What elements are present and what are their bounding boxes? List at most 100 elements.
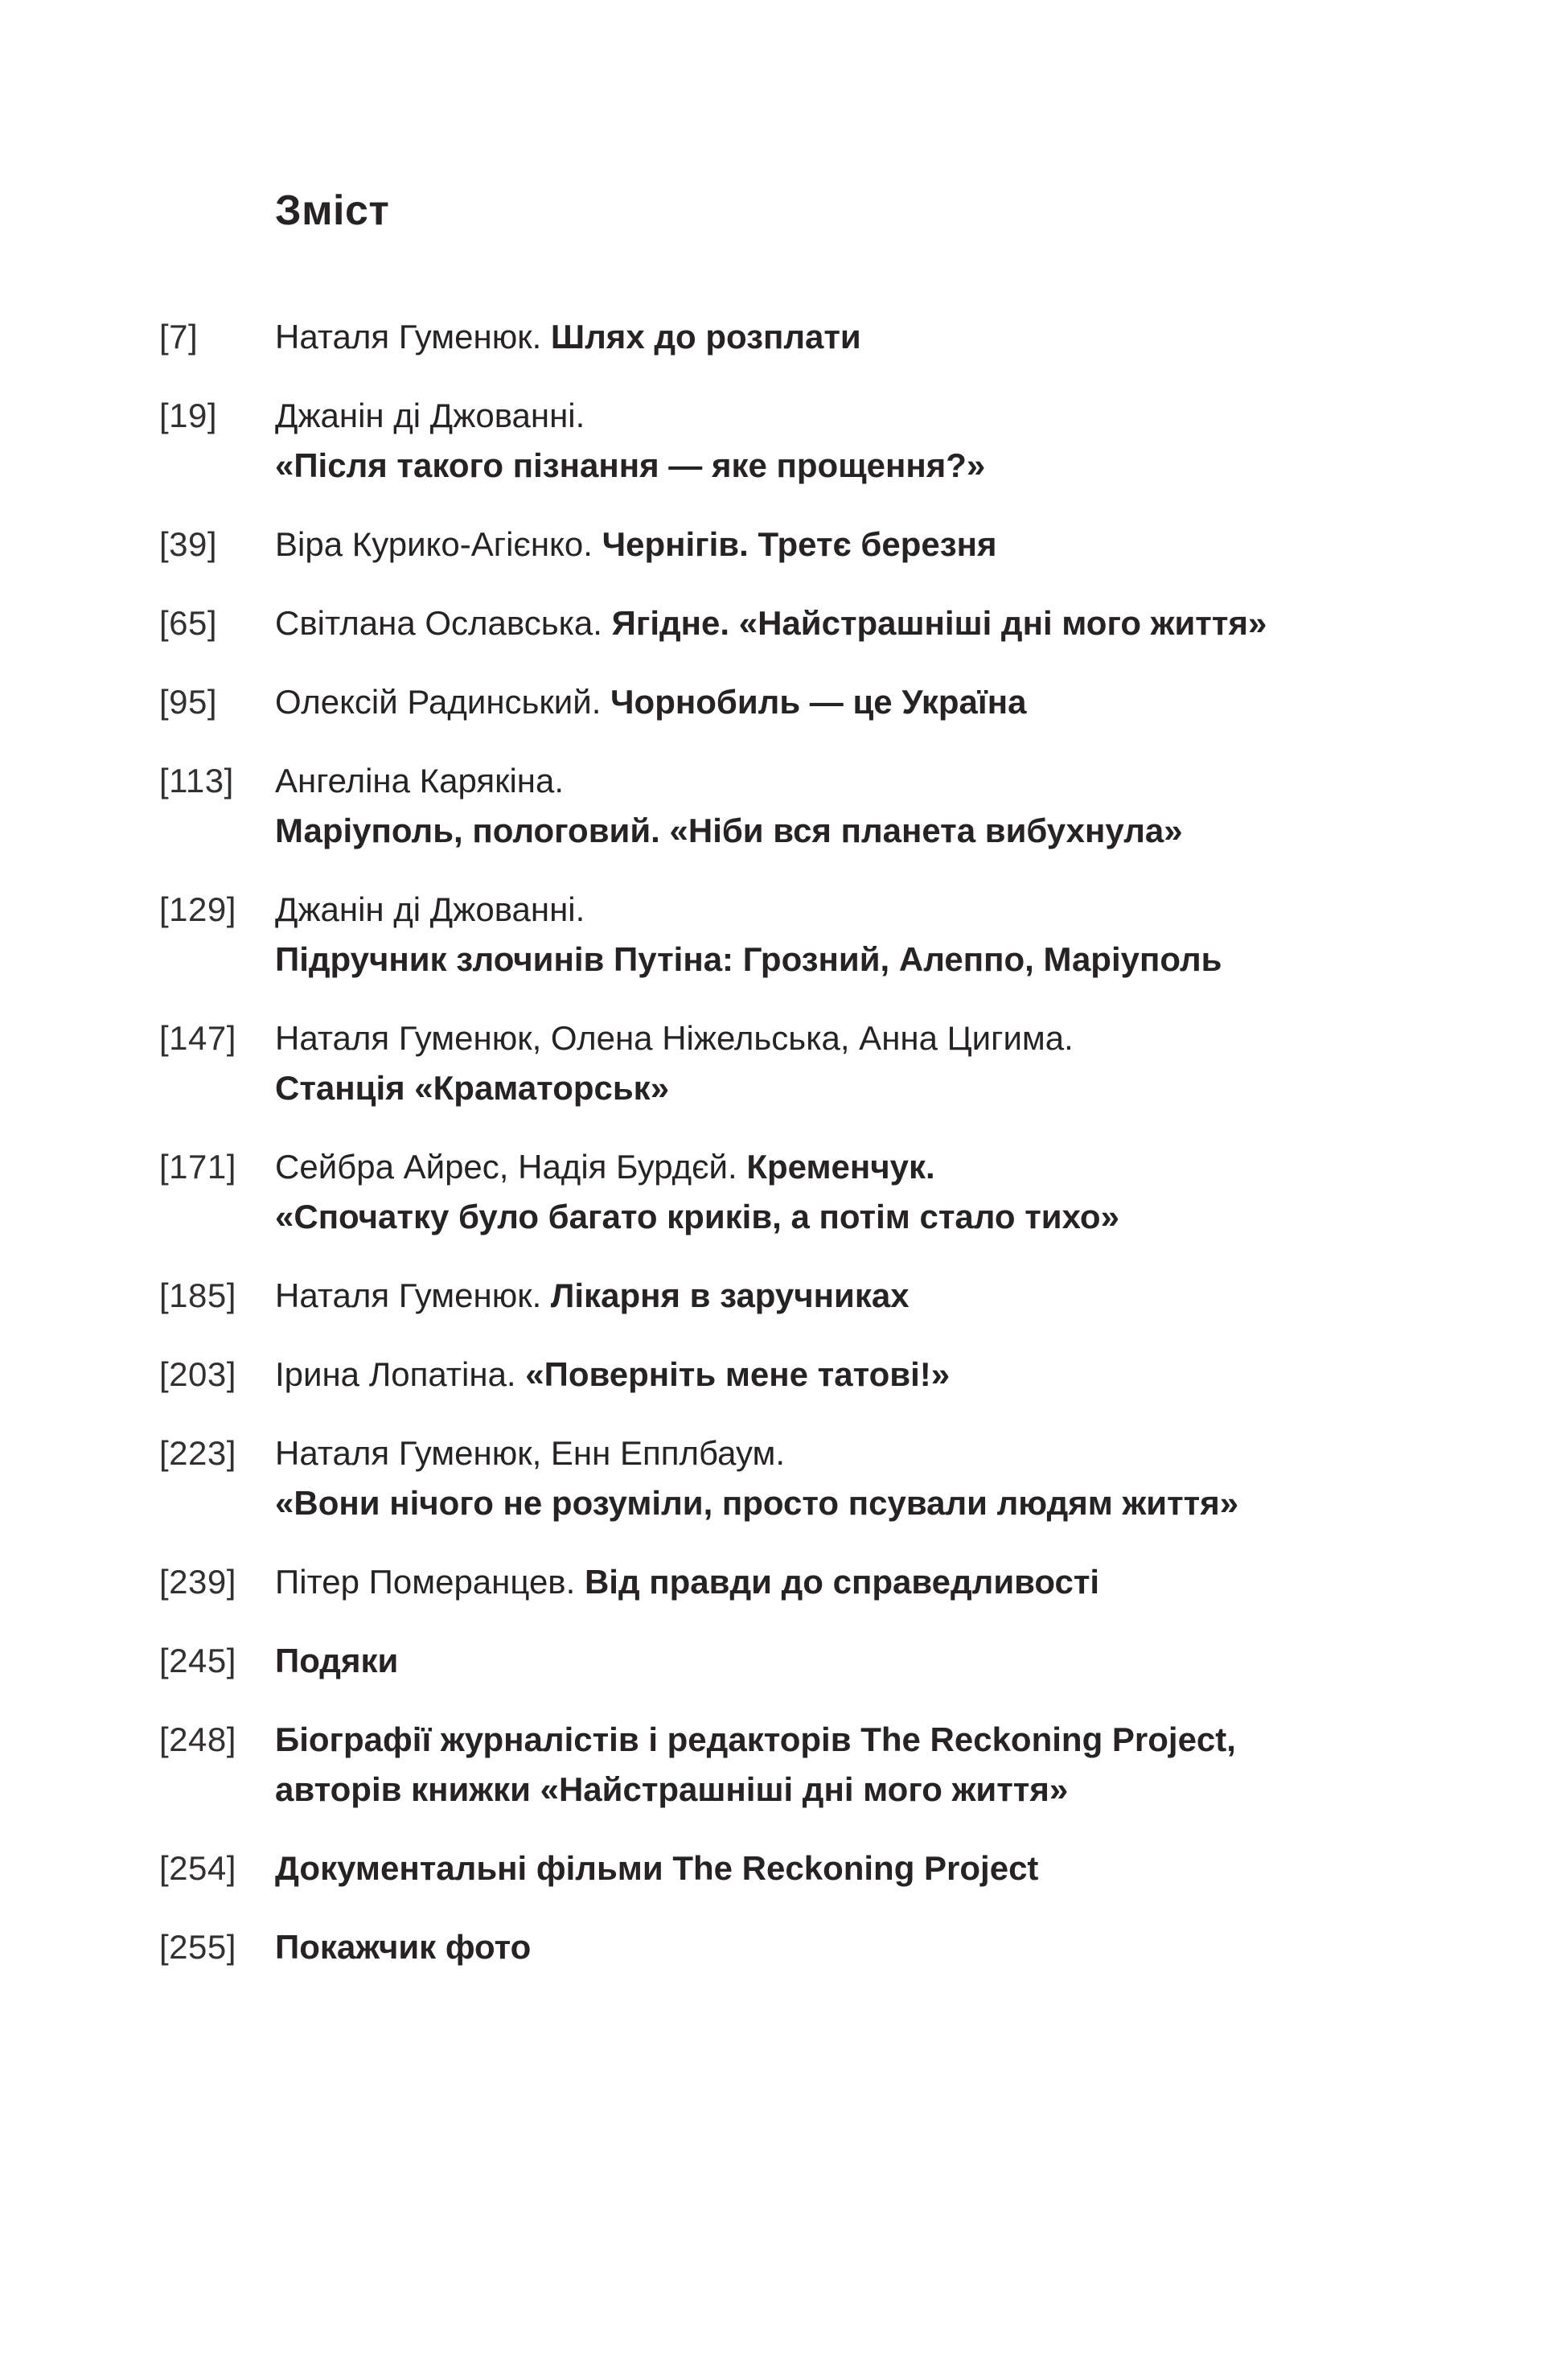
toc-entry-title-segment: Чернігів. Третє березня: [602, 525, 997, 563]
toc-entry-line: Ірина Лопатіна. «Поверніть мене татові!»: [275, 1350, 1417, 1400]
toc-entry-author-segment: Наталя Гуменюк.: [275, 1276, 551, 1314]
toc-entry-text: Ангеліна Карякіна. Маріуполь, пологовий. …: [275, 756, 1417, 856]
toc-entry-author-segment: Наталя Гуменюк, Енн Епплбаум.: [275, 1434, 786, 1472]
toc-entry-author-segment: Олексій Радинський.: [275, 683, 611, 721]
toc-entry-author-segment: Наталя Гуменюк.: [275, 318, 551, 356]
toc-entry: [113] Ангеліна Карякіна. Маріуполь, полог…: [0, 756, 1544, 856]
toc-entry-text: Віра Курико-Агієнко. Чернігів. Третє бер…: [275, 520, 1417, 569]
toc-entry-title-segment: «Вони нічого не розуміли, просто псували…: [275, 1484, 1239, 1522]
toc-entry-line: Маріуполь, пологовий. «Ніби вся планета …: [275, 806, 1417, 856]
toc-entry-page-number: [254]: [159, 1849, 236, 1887]
toc-entry: [129] Джанін ді Джованні. Підручник злочи…: [0, 885, 1544, 984]
toc-entry-page-number: [129]: [159, 890, 236, 928]
toc-entry-author-segment: Ірина Лопатіна.: [275, 1355, 526, 1393]
toc-entry-line: Станція «Краматорськ»: [275, 1063, 1417, 1113]
toc-entry-text: Світлана Ославська. Ягідне. «Найстрашніш…: [275, 598, 1417, 648]
toc-entry: [147] Наталя Гуменюк, Олена Ніжельська, …: [0, 1013, 1544, 1113]
toc-entry-line: Подяки: [275, 1636, 1417, 1686]
toc-entry-page-number: [185]: [159, 1276, 236, 1314]
toc-entry-page-number: [95]: [159, 683, 218, 721]
toc-entry-author-segment: Пітер Померанцев.: [275, 1563, 585, 1601]
toc-entry-page-number: [245]: [159, 1642, 236, 1679]
toc-entry-line: Документальні фільми The Reckoning Proje…: [275, 1844, 1417, 1893]
toc-entry-line: авторів книжки «Найстрашніші дні мого жи…: [275, 1765, 1417, 1815]
toc-entry-title-segment: авторів книжки «Найстрашніші дні мого жи…: [275, 1770, 1069, 1808]
toc-entry-text: Джанін ді Джованні. Підручник злочинів Пу…: [275, 885, 1417, 984]
toc-entry-author-segment: Наталя Гуменюк, Олена Ніжельська, Анна Ц…: [275, 1019, 1074, 1057]
toc-entry-page-number: [19]: [159, 397, 218, 434]
toc-list: [7] Наталя Гуменюк. Шлях до розплати [19…: [0, 312, 1544, 1972]
toc-entry: [203] Ірина Лопатіна. «Поверніть мене та…: [0, 1350, 1544, 1400]
toc-entry-page-number: [203]: [159, 1355, 236, 1393]
toc-entry-title-segment: Від правди до справедливості: [584, 1563, 1100, 1601]
toc-entry-line: Ангеліна Карякіна.: [275, 756, 1417, 806]
toc-entry-text: Джанін ді Джованні. «Після такого пізнанн…: [275, 391, 1417, 491]
toc-entry-text: Олексій Радинський. Чорнобиль — це Украї…: [275, 677, 1417, 727]
toc-entry-title-segment: Шлях до розплати: [550, 318, 861, 356]
toc-entry: [171] Сейбра Айрес, Надія Бурдєй. Кремен…: [0, 1142, 1544, 1242]
toc-entry-text: Біографії журналістів і редакторів The R…: [275, 1715, 1417, 1815]
toc-entry-title-segment: «Поверніть мене татові!»: [525, 1355, 951, 1393]
page-title: Зміст: [275, 187, 390, 234]
toc-entry-author-segment: Джанін ді Джованні.: [275, 890, 585, 928]
toc-entry-text: Сейбра Айрес, Надія Бурдєй. Кременчук. «С…: [275, 1142, 1417, 1242]
toc-entry-text: Наталя Гуменюк, Енн Епплбаум. «Вони нічог…: [275, 1428, 1417, 1528]
toc-entry-line: «Вони нічого не розуміли, просто псували…: [275, 1478, 1417, 1528]
toc-entry: [255] Покажчик фото: [0, 1922, 1544, 1972]
toc-entry: [245] Подяки: [0, 1636, 1544, 1686]
toc-entry-title-segment: Ягідне. «Найстрашніші дні мого життя»: [611, 604, 1267, 642]
toc-entry-title-segment: Біографії журналістів і редакторів The R…: [275, 1720, 1236, 1758]
toc-entry-line: Віра Курико-Агієнко. Чернігів. Третє бер…: [275, 520, 1417, 569]
toc-entry: [39] Віра Курико-Агієнко. Чернігів. Трет…: [0, 520, 1544, 569]
toc-entry: [185] Наталя Гуменюк. Лікарня в заручник…: [0, 1271, 1544, 1321]
toc-entry-line: «Після такого пізнання — яке прощення?»: [275, 441, 1417, 491]
toc-entry-title-segment: Підручник злочинів Путіна: Грозний, Алеп…: [275, 940, 1222, 978]
toc-entry-title-segment: Станція «Краматорськ»: [275, 1069, 670, 1107]
toc-entry: [254] Документальні фільми The Reckoning…: [0, 1844, 1544, 1893]
toc-entry-page-number: [171]: [159, 1148, 236, 1186]
toc-entry-page-number: [7]: [159, 318, 199, 356]
toc-entry-title-segment: Кременчук.: [746, 1148, 935, 1186]
toc-entry-line: Покажчик фото: [275, 1922, 1417, 1972]
toc-entry: [239] Пітер Померанцев. Від правди до сп…: [0, 1557, 1544, 1607]
toc-entry-text: Подяки: [275, 1636, 1417, 1686]
toc-entry-line: Наталя Гуменюк, Олена Ніжельська, Анна Ц…: [275, 1013, 1417, 1063]
toc-entry: [248] Біографії журналістів і редакторів…: [0, 1715, 1544, 1815]
toc-entry-page-number: [113]: [159, 762, 234, 799]
toc-entry-text: Документальні фільми The Reckoning Proje…: [275, 1844, 1417, 1893]
toc-entry-line: Джанін ді Джованні.: [275, 885, 1417, 935]
toc-entry-title-segment: Маріуполь, пологовий. «Ніби вся планета …: [275, 812, 1183, 849]
toc-entry-line: Наталя Гуменюк. Лікарня в заручниках: [275, 1271, 1417, 1321]
toc-entry-title-segment: «Спочатку було багато криків, а потім ст…: [275, 1198, 1119, 1235]
toc-entry-page-number: [223]: [159, 1434, 236, 1472]
toc-entry-line: Наталя Гуменюк, Енн Епплбаум.: [275, 1428, 1417, 1478]
toc-entry-line: «Спочатку було багато криків, а потім ст…: [275, 1192, 1417, 1242]
toc-entry-page-number: [248]: [159, 1720, 236, 1758]
toc-entry-page-number: [39]: [159, 525, 218, 563]
toc-entry-text: Наталя Гуменюк. Шлях до розплати: [275, 312, 1417, 362]
toc-entry-title-segment: Чорнобиль — це Україна: [610, 683, 1027, 721]
toc-entry-page-number: [255]: [159, 1928, 236, 1966]
toc-entry: [19] Джанін ді Джованні. «Після такого пі…: [0, 391, 1544, 491]
toc-entry-title-segment: Лікарня в заручниках: [550, 1276, 910, 1314]
toc-entry-line: Біографії журналістів і редакторів The R…: [275, 1715, 1417, 1765]
toc-entry: [95] Олексій Радинський. Чорнобиль — це …: [0, 677, 1544, 727]
toc-entry-text: Пітер Померанцев. Від правди до справедл…: [275, 1557, 1417, 1607]
toc-entry-title-segment: Подяки: [275, 1642, 399, 1679]
toc-entry-text: Наталя Гуменюк. Лікарня в заручниках: [275, 1271, 1417, 1321]
toc-entry-title-segment: Документальні фільми The Reckoning Proje…: [275, 1849, 1039, 1887]
toc-entry-author-segment: Ангеліна Карякіна.: [275, 762, 565, 799]
toc-entry-page-number: [239]: [159, 1563, 236, 1601]
toc-entry-page-number: [147]: [159, 1019, 236, 1057]
toc-entry-line: Підручник злочинів Путіна: Грозний, Алеп…: [275, 935, 1417, 984]
toc-entry-author-segment: Світлана Ославська.: [275, 604, 612, 642]
toc-page: Зміст [7] Наталя Гуменюк. Шлях до розпла…: [0, 190, 1544, 2380]
toc-entry-title-segment: Покажчик фото: [275, 1928, 532, 1966]
toc-entry-title-segment: «Після такого пізнання — яке прощення?»: [275, 446, 986, 484]
toc-entry-text: Ірина Лопатіна. «Поверніть мене татові!»: [275, 1350, 1417, 1400]
toc-entry: [223] Наталя Гуменюк, Енн Епплбаум. «Вони…: [0, 1428, 1544, 1528]
toc-entry-line: Сейбра Айрес, Надія Бурдєй. Кременчук.: [275, 1142, 1417, 1192]
toc-entry: [7] Наталя Гуменюк. Шлях до розплати: [0, 312, 1544, 362]
toc-entry-author-segment: Сейбра Айрес, Надія Бурдєй.: [275, 1148, 747, 1186]
toc-entry-line: Олексій Радинський. Чорнобиль — це Украї…: [275, 677, 1417, 727]
